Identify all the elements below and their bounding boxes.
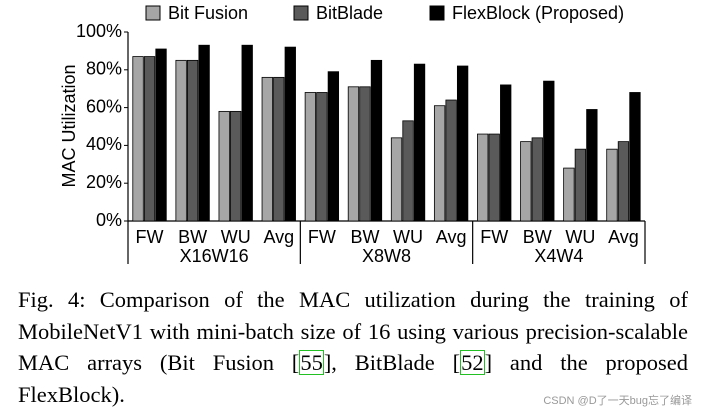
bar (284, 46, 296, 222)
legend-label: FlexBlock (Proposed) (452, 3, 624, 23)
bar (563, 167, 575, 222)
x-tick-label: WU (221, 227, 251, 247)
bar (370, 59, 383, 222)
group-label: X4W4 (534, 246, 583, 266)
bar (261, 76, 273, 222)
group-label: X8W8 (362, 246, 411, 266)
bar (445, 99, 457, 222)
bar (574, 148, 587, 222)
group-label: X16W16 (180, 246, 249, 266)
bar (520, 141, 532, 222)
watermark: CSDN @D了一天bug忘了编译 (543, 395, 692, 407)
bar (143, 56, 156, 222)
bar (531, 137, 543, 222)
bar (390, 137, 403, 222)
x-tick-label: BW (523, 227, 552, 247)
x-tick-label: WU (393, 227, 423, 247)
x-tick-label: Avg (608, 227, 639, 247)
bar (316, 92, 328, 222)
bar (230, 110, 242, 222)
bar (273, 76, 285, 222)
citation[interactable]: 52 (460, 350, 485, 375)
bar (629, 92, 641, 222)
y-tick-label: 20% (86, 172, 122, 192)
y-tick-label: 60% (86, 96, 122, 116)
x-tick-label: FW (136, 227, 164, 247)
citation[interactable]: 55 (299, 350, 324, 375)
bar (543, 80, 555, 222)
legend-swatch (145, 5, 161, 21)
bar (402, 120, 414, 222)
bar (617, 141, 630, 222)
bar (586, 109, 598, 222)
caption-text: Fig. 4: Comparison of the MAC utilizatio… (18, 287, 688, 375)
bar (198, 44, 210, 222)
caption-text: ] and the proposed FlexBlock). (18, 350, 689, 407)
bar (304, 92, 317, 222)
caption-text: ], BitBlade [ (323, 350, 461, 375)
y-tick-label: 40% (86, 134, 122, 154)
x-tick-label: FW (308, 227, 336, 247)
caption: Fig. 4: Comparison of the MAC utilizatio… (18, 284, 688, 410)
bar (241, 44, 253, 222)
x-tick-label: BW (350, 227, 379, 247)
bar (347, 86, 360, 222)
x-tick-label: WU (565, 227, 595, 247)
x-tick-label: FW (480, 227, 508, 247)
y-axis-title: MAC Utilization (59, 64, 79, 187)
legend-label: BitBlade (316, 3, 383, 23)
bar (327, 71, 340, 222)
legend-label: Bit Fusion (168, 3, 248, 23)
bar (477, 133, 489, 222)
legend-swatch (293, 5, 309, 21)
y-tick-label: 0% (96, 210, 122, 230)
bar (488, 133, 500, 222)
bar (218, 110, 230, 222)
bar (132, 56, 144, 222)
bar (186, 59, 199, 222)
legend-swatch (429, 5, 445, 21)
bar (359, 86, 371, 222)
x-tick-label: Avg (436, 227, 467, 247)
y-tick-label: 80% (86, 59, 122, 79)
bar (500, 84, 512, 222)
bar (155, 48, 167, 222)
bar (433, 105, 446, 222)
bar (456, 65, 469, 222)
bar (413, 63, 426, 222)
x-tick-label: Avg (263, 227, 294, 247)
bar (175, 59, 187, 222)
bar (606, 148, 618, 222)
x-tick-label: BW (178, 227, 207, 247)
y-tick-label: 100% (76, 21, 122, 41)
chart: MAC Utilization 0% 20% 40% 60% 80% 100% Bit Fu… (59, 3, 646, 266)
